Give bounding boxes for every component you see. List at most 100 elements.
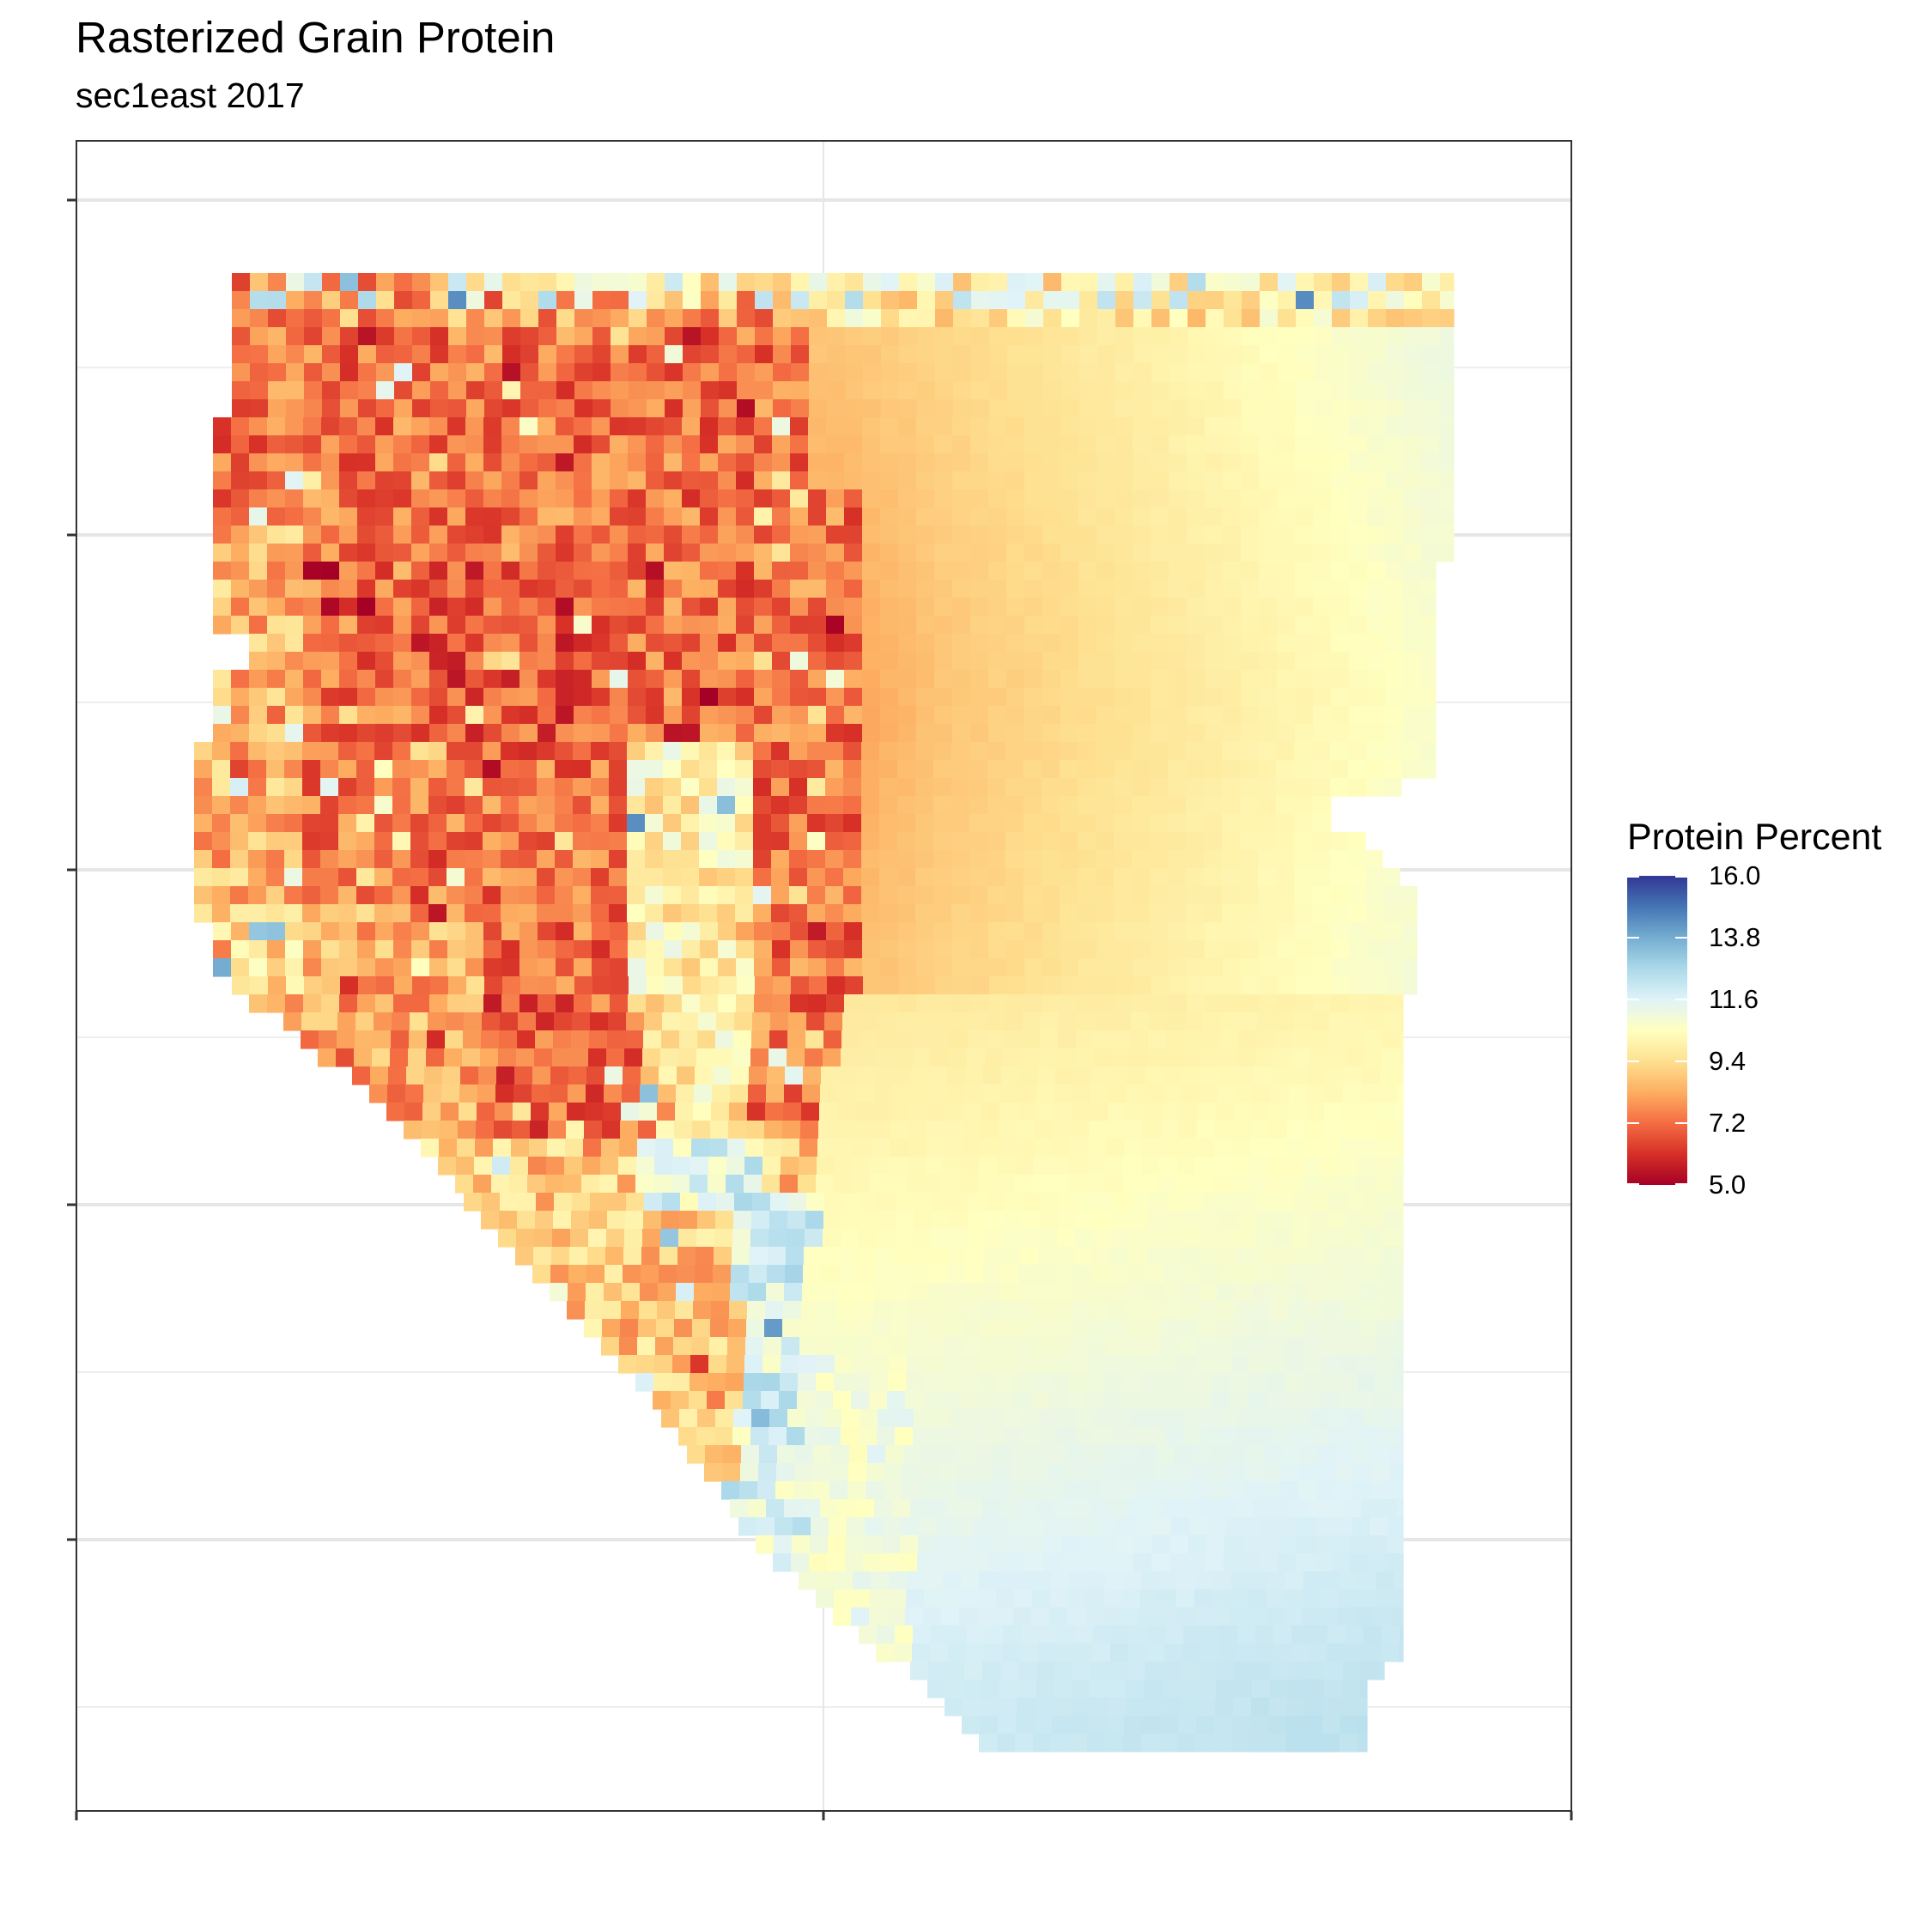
heatmap-cell <box>465 471 484 490</box>
heatmap-cell <box>340 399 359 418</box>
heatmap-cell <box>700 616 719 635</box>
heatmap-cell <box>1078 796 1097 815</box>
heatmap-cell <box>665 381 683 400</box>
heatmap-cell <box>587 1247 606 1266</box>
heatmap-cell <box>929 1265 948 1284</box>
heatmap-cell <box>1289 1084 1308 1103</box>
heatmap-cell <box>430 309 449 328</box>
heatmap-cell <box>1367 435 1386 454</box>
heatmap-cell <box>1331 688 1350 707</box>
heatmap-cell <box>807 832 826 851</box>
heatmap-cell <box>646 994 665 1013</box>
heatmap-cell <box>1399 1247 1404 1266</box>
heatmap-cell <box>931 1229 950 1248</box>
heatmap-cell <box>483 489 502 508</box>
heatmap-cell <box>680 1193 699 1212</box>
heatmap-cell <box>232 327 251 346</box>
heatmap-cell <box>555 742 574 761</box>
heatmap-cell <box>1132 760 1151 779</box>
heatmap-cell <box>1219 1625 1238 1644</box>
heatmap-cell <box>1133 670 1151 689</box>
heatmap-cell <box>1160 1139 1179 1157</box>
heatmap-cell <box>826 471 845 490</box>
heatmap-cell <box>284 796 303 815</box>
heatmap-cell <box>933 1012 951 1031</box>
heatmap-cell <box>301 1012 320 1031</box>
heatmap-cell <box>1001 1265 1020 1284</box>
heatmap-cell <box>951 742 970 761</box>
heatmap-cell <box>1362 1066 1381 1085</box>
heatmap-cell <box>1340 1355 1358 1374</box>
heatmap-cell <box>1088 1337 1107 1356</box>
heatmap-cell <box>1151 688 1170 707</box>
heatmap-cell <box>356 814 375 833</box>
heatmap-cell <box>1169 958 1188 977</box>
heatmap-cell <box>879 850 898 869</box>
heatmap-cell <box>664 688 683 707</box>
heatmap-cell <box>1205 670 1224 689</box>
heatmap-cell <box>717 760 736 779</box>
heatmap-cell <box>718 922 737 941</box>
heatmap-cell <box>1036 1499 1055 1518</box>
heatmap-cell <box>538 489 556 508</box>
heatmap-cell <box>898 507 917 526</box>
heatmap-cell <box>519 652 538 671</box>
heatmap-cell <box>375 706 394 725</box>
heatmap-cell <box>538 435 556 454</box>
heatmap-cell <box>731 1066 750 1085</box>
legend-tick-label: 9.4 <box>1709 1046 1747 1076</box>
heatmap-cell <box>807 778 826 797</box>
heatmap-cell <box>1088 1716 1107 1735</box>
heatmap-cell <box>728 1319 747 1338</box>
heatmap-cell <box>935 309 954 328</box>
heatmap-cell <box>708 1157 727 1176</box>
heatmap-cell <box>711 1301 730 1320</box>
heatmap-cell <box>1010 1481 1029 1500</box>
heatmap-cell <box>628 940 647 959</box>
heatmap-cell <box>935 381 954 400</box>
legend-tick-label: 5.0 <box>1709 1170 1747 1200</box>
heatmap-cell <box>928 1084 947 1103</box>
heatmap-cell <box>483 886 501 905</box>
heatmap-cell <box>790 706 809 725</box>
heatmap-cell <box>950 1211 969 1230</box>
heatmap-cell <box>1422 381 1441 400</box>
heatmap-cell <box>823 1409 842 1428</box>
heatmap-cell <box>638 1319 657 1338</box>
heatmap-cell <box>1061 976 1080 995</box>
heatmap-cell <box>1348 886 1367 905</box>
heatmap-cell <box>1268 1716 1287 1735</box>
heatmap-cell <box>1385 724 1404 743</box>
heatmap-cell <box>953 345 972 364</box>
heatmap-cell <box>1204 904 1223 923</box>
heatmap-cell <box>1078 814 1097 833</box>
heatmap-cell <box>772 958 791 977</box>
heatmap-cell <box>1277 706 1296 725</box>
heatmap-cell <box>1204 760 1223 779</box>
heatmap-cell <box>1061 399 1080 418</box>
heatmap-cell <box>700 706 719 725</box>
heatmap-cell <box>1187 670 1206 689</box>
heatmap-cell <box>1078 922 1097 941</box>
heatmap-cell <box>574 435 592 454</box>
heatmap-cell <box>591 850 610 869</box>
heatmap-cell <box>374 814 393 833</box>
heatmap-cell <box>519 471 538 490</box>
heatmap-cell <box>411 670 430 689</box>
heatmap-cell <box>1097 652 1115 671</box>
heatmap-cell <box>718 724 737 743</box>
heatmap-cell <box>628 958 647 977</box>
heatmap-cell <box>611 363 629 382</box>
heatmap-cell <box>719 399 738 418</box>
heatmap-cell <box>838 1283 857 1302</box>
heatmap-cell <box>556 994 574 1013</box>
heatmap-cell <box>520 976 539 995</box>
heatmap-cell <box>1321 1175 1340 1194</box>
heatmap-cell <box>952 507 971 526</box>
heatmap-cell <box>948 1643 967 1662</box>
heatmap-cell <box>1278 976 1297 995</box>
heatmap-cell <box>874 1084 893 1103</box>
heatmap-cell <box>1042 670 1061 689</box>
heatmap-cell <box>681 868 700 887</box>
heatmap-cell <box>1053 1698 1072 1716</box>
